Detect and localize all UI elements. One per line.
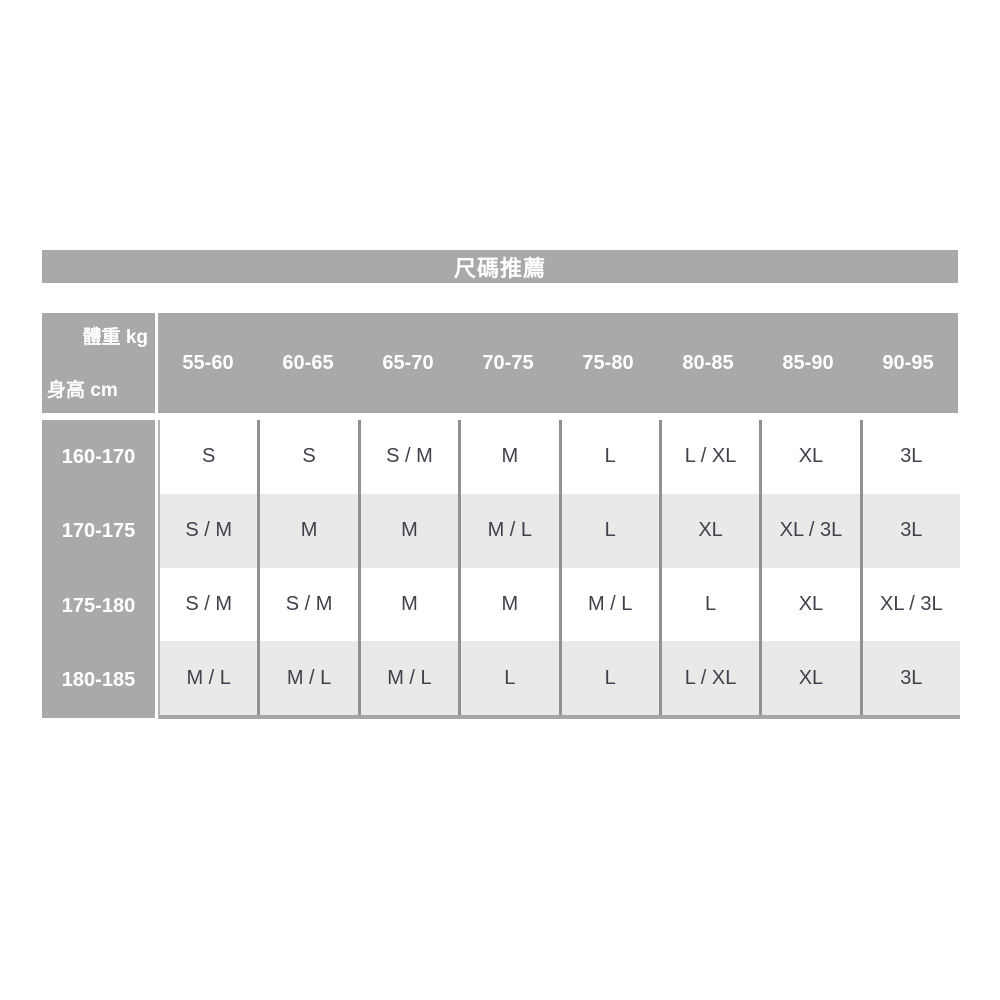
weight-range-header: 90-95: [882, 351, 934, 374]
size-cell: L / XL: [658, 641, 759, 715]
size-cell: L: [458, 641, 558, 715]
size-cell: L: [558, 420, 659, 494]
weight-header-row: 55-60 60-65 65-70 70-75 75-80 80-85 85-90 90-95: [158, 313, 958, 413]
size-cell: S: [202, 445, 216, 468]
size-cell: 3L: [859, 641, 960, 715]
size-cell: 3L: [859, 420, 960, 494]
weight-range-header: 80-85: [682, 351, 734, 374]
size-cell: XL / 3L: [859, 567, 960, 642]
size-cell: M: [458, 420, 558, 494]
size-cell: M / L: [257, 641, 357, 715]
size-cell: M: [357, 567, 458, 642]
chart-title-bar: 尺碼推薦: [42, 250, 958, 283]
size-cell: 3L: [859, 493, 960, 568]
height-axis-label: 身高 cm: [47, 380, 118, 401]
chart-title: 尺碼推薦: [453, 255, 546, 281]
size-cell: M: [357, 493, 458, 568]
size-cell: XL: [658, 493, 759, 568]
size-cell: XL: [759, 641, 859, 715]
size-cell: M / L: [458, 493, 558, 568]
size-cell: M / L: [357, 641, 458, 715]
size-cell: S / M: [257, 567, 357, 642]
size-cell: XL / 3L: [759, 493, 859, 568]
weight-range-header: 60-65: [282, 351, 334, 374]
height-range-label: 175-180: [61, 594, 136, 617]
weight-range-header: 70-75: [482, 351, 534, 374]
weight-range-header: 55-60: [182, 351, 234, 374]
weight-range-header: 65-70: [382, 351, 434, 374]
size-cell: S / M: [185, 519, 233, 542]
size-cell: M: [257, 493, 357, 568]
size-cell: S: [257, 420, 357, 494]
size-cell: M / L: [558, 567, 659, 642]
height-range-label: 180-185: [61, 669, 136, 692]
size-cell: M / L: [186, 666, 231, 689]
size-cell: S / M: [357, 420, 458, 494]
size-cell: XL: [759, 420, 859, 494]
height-range-label: 160-170: [61, 445, 136, 468]
corner-header-cell: 體重 kg 身高 cm: [42, 313, 155, 413]
size-cell: S / M: [185, 592, 233, 615]
weight-range-header: 85-90: [782, 351, 834, 374]
size-cell: M: [458, 567, 558, 642]
size-cell: L: [658, 567, 759, 642]
weight-axis-label: 體重 kg: [82, 327, 148, 348]
size-cell: XL: [759, 567, 859, 642]
height-range-label: 170-175: [61, 520, 136, 543]
size-cell: L / XL: [658, 420, 759, 494]
weight-range-header: 75-80: [582, 351, 634, 374]
size-cell: L: [558, 641, 659, 715]
height-label-column: 160-170 170-175 175-180 180-185: [42, 420, 155, 718]
size-cell: L: [558, 493, 659, 568]
